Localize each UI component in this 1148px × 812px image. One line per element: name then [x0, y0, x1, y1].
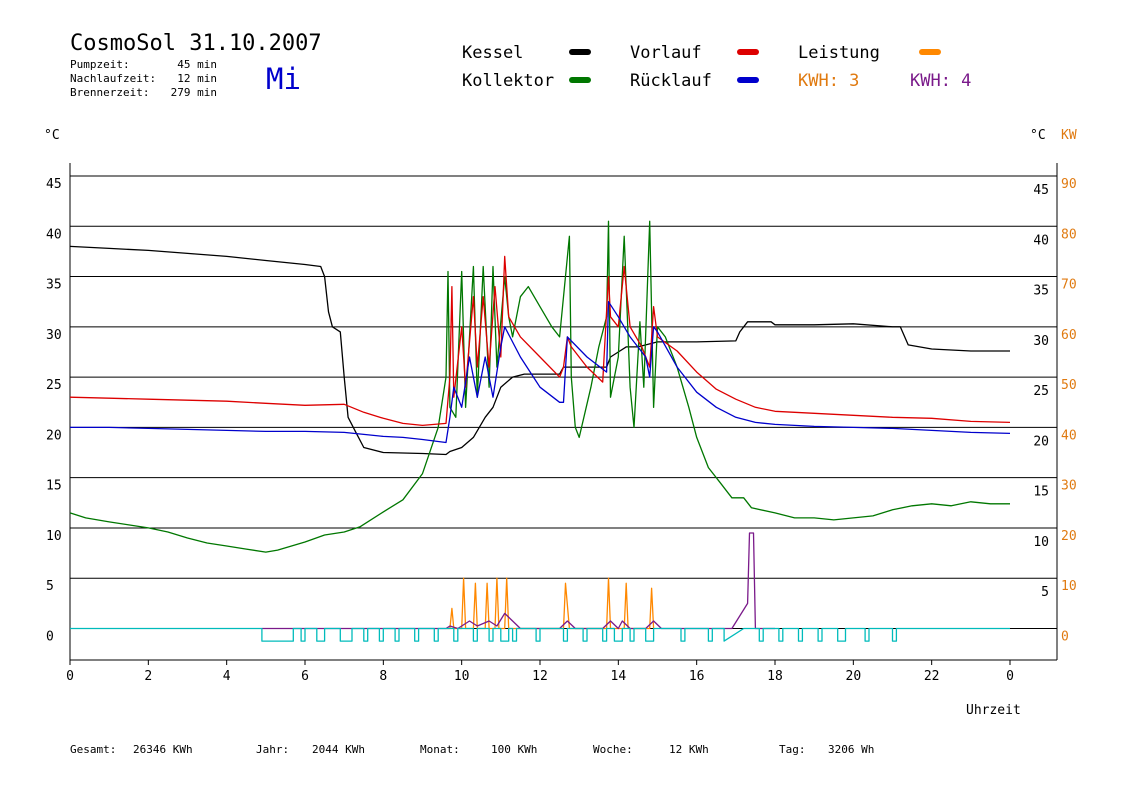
series-line	[70, 301, 1011, 444]
legend-label: Rücklauf	[630, 71, 712, 91]
y-tick-label: 5	[46, 579, 54, 594]
legend-label: Vorlauf	[630, 43, 702, 63]
y-tick-label: 20	[46, 428, 62, 443]
power-axis-unit: KW	[1061, 128, 1077, 143]
right-power-tick-label: 20	[1061, 529, 1077, 544]
footer: Gesamt: 26346 KWh Jahr: 2044 KWh Monat: 100 K…	[70, 743, 874, 756]
series-layer	[69, 220, 1011, 642]
right-temp-tick-label: 45	[1033, 183, 1049, 198]
x-axis-label: Uhrzeit	[966, 703, 1021, 718]
right-temp-tick-label: 25	[1033, 384, 1049, 399]
x-tick-label: 6	[301, 669, 309, 684]
x-tick-label: 20	[846, 669, 862, 684]
right-temp-tick-label: 30	[1033, 334, 1049, 349]
header: CosmoSol 31.10.2007 Mi Pumpzeit: 45 min Na…	[70, 31, 322, 99]
footer-value: 12 KWh	[669, 743, 709, 756]
y-axis-unit-left: °C	[44, 128, 60, 143]
y-tick-label: 30	[46, 328, 62, 343]
footer-value: 2044 KWh	[312, 743, 365, 756]
tick-labels: 0510152025303540455101520253035404501020…	[44, 128, 1077, 718]
right-power-tick-label: 60	[1061, 328, 1077, 343]
right-power-tick-label: 80	[1061, 227, 1077, 242]
right-temp-tick-label: 15	[1033, 485, 1049, 500]
right-power-tick-label: 10	[1061, 579, 1077, 594]
stats-block: Pumpzeit: 45 min Nachlaufzeit: 12 min Brenne…	[70, 58, 217, 99]
y-tick-label: 10	[46, 529, 62, 544]
y-tick-label: 0	[46, 630, 54, 645]
y-tick-label: 40	[46, 227, 62, 242]
right-power-tick-label: 90	[1061, 177, 1077, 192]
y-tick-label: 45	[46, 177, 62, 192]
footer-label: Jahr:	[256, 743, 289, 756]
right-temp-tick-label: 40	[1033, 233, 1049, 248]
stat-label: Brennerzeit:	[70, 86, 149, 99]
x-tick-label: 10	[454, 669, 470, 684]
footer-value: 3206 Wh	[828, 743, 874, 756]
x-tick-label: 2	[144, 669, 152, 684]
stat-value: 45 min	[177, 58, 217, 71]
x-tick-label: 0	[1006, 669, 1014, 684]
y-tick-label: 35	[46, 278, 62, 293]
page-title: CosmoSol 31.10.2007	[70, 31, 322, 56]
series-line	[70, 627, 1010, 642]
series-line	[69, 255, 1011, 427]
axes	[69, 163, 1058, 661]
footer-label: Monat:	[420, 743, 460, 756]
kwh-label: KWH: 4	[910, 71, 971, 91]
y-axis-unit-right: °C	[1030, 128, 1046, 143]
x-tick-label: 0	[66, 669, 74, 684]
x-tick-label: 18	[767, 669, 783, 684]
y-tick-label: 25	[46, 378, 62, 393]
x-tick-label: 14	[611, 669, 627, 684]
legend-label: Leistung	[798, 43, 880, 63]
footer-label: Tag:	[779, 743, 806, 756]
legend-label: Kessel	[462, 43, 523, 63]
stat-value: 12 min	[177, 72, 217, 85]
series-line	[261, 532, 775, 630]
right-temp-tick-label: 10	[1033, 535, 1049, 550]
right-power-tick-label: 50	[1061, 378, 1077, 393]
right-temp-tick-label: 5	[1041, 585, 1049, 600]
x-tick-label: 16	[689, 669, 705, 684]
x-tick-label: 12	[532, 669, 548, 684]
legend-label: Kollektor	[462, 71, 554, 91]
x-tick-label: 22	[924, 669, 940, 684]
day-label: Mi	[266, 62, 301, 96]
kwh-label: KWH: 3	[798, 71, 859, 91]
y-tick-label: 15	[46, 479, 62, 494]
stat-value: 279 min	[171, 86, 217, 99]
footer-label: Woche:	[593, 743, 633, 756]
stat-label: Nachlaufzeit:	[70, 72, 156, 85]
footer-value: 100 KWh	[491, 743, 537, 756]
right-temp-tick-label: 35	[1033, 284, 1049, 299]
right-power-tick-label: 0	[1061, 630, 1069, 645]
footer-label: Gesamt:	[70, 743, 116, 756]
series-line	[69, 220, 1010, 553]
footer-value: 26346 KWh	[133, 743, 193, 756]
right-power-tick-label: 30	[1061, 479, 1077, 494]
right-power-tick-label: 40	[1061, 428, 1077, 443]
series-line	[69, 245, 1010, 456]
x-tick-label: 4	[223, 669, 231, 684]
stat-label: Pumpzeit:	[70, 58, 130, 71]
legend: Kessel Kollektor Vorlauf Rücklauf Leistung KW…	[462, 43, 971, 91]
right-power-tick-label: 70	[1061, 278, 1077, 293]
right-temp-tick-label: 20	[1033, 434, 1049, 449]
x-tick-label: 8	[379, 669, 387, 684]
